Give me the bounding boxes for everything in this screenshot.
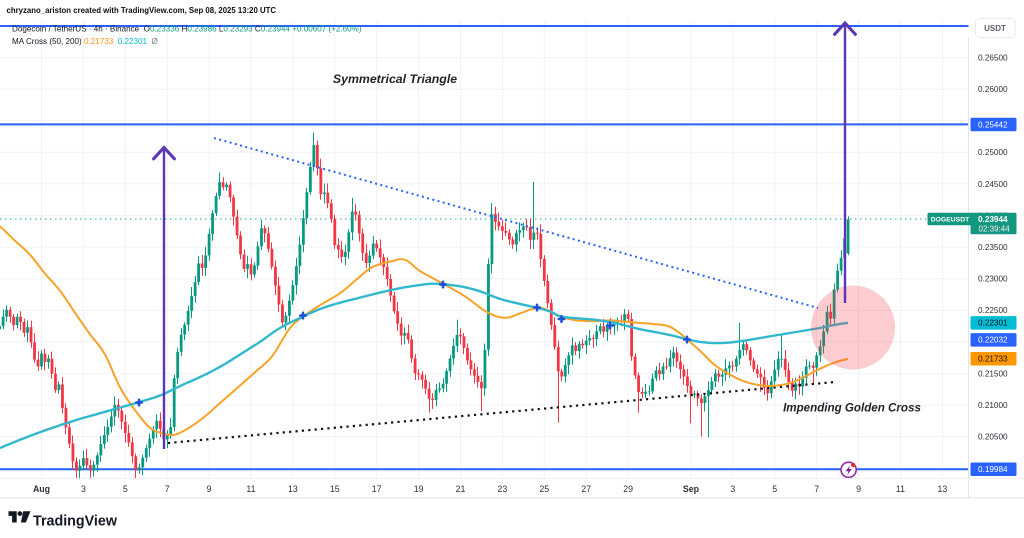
svg-text:0.26000: 0.26000 [978, 85, 1008, 94]
svg-text:Sep: Sep [683, 484, 700, 494]
svg-text:15: 15 [330, 484, 340, 494]
svg-text:7: 7 [165, 484, 170, 494]
svg-text:USDT: USDT [984, 24, 1006, 33]
svg-text:5: 5 [123, 484, 128, 494]
svg-text:0.23000: 0.23000 [978, 275, 1008, 284]
svg-text:11: 11 [246, 484, 255, 494]
svg-text:0.21500: 0.21500 [978, 369, 1008, 378]
svg-text:27: 27 [581, 484, 591, 494]
svg-text:0.19984: 0.19984 [978, 465, 1008, 474]
svg-text:02:39:44: 02:39:44 [979, 224, 1011, 233]
svg-text:0.24500: 0.24500 [978, 180, 1008, 189]
svg-text:0.21733: 0.21733 [978, 355, 1008, 364]
svg-text:29: 29 [623, 484, 633, 494]
svg-text:3: 3 [81, 484, 86, 494]
svg-text:0.25000: 0.25000 [978, 148, 1008, 157]
svg-text:Dogecoin / TetherUS · 4h · Bin: Dogecoin / TetherUS · 4h · Binance O0.23… [12, 25, 362, 34]
svg-text:chryzano_ariston created with: chryzano_ariston created with TradingVie… [7, 6, 277, 15]
svg-text:3: 3 [730, 484, 735, 494]
svg-text:0.26500: 0.26500 [978, 53, 1008, 62]
svg-text:17: 17 [372, 484, 382, 494]
svg-text:Impending Golden Cross: Impending Golden Cross [783, 402, 921, 415]
svg-text:TradingView: TradingView [33, 514, 118, 530]
svg-text:21: 21 [456, 484, 466, 494]
svg-text:Symmetrical Triangle: Symmetrical Triangle [333, 72, 457, 86]
svg-text:0.22301: 0.22301 [978, 319, 1008, 328]
svg-text:9: 9 [856, 484, 861, 494]
svg-text:19: 19 [414, 484, 424, 494]
svg-text:MA Cross (50, 200) 0.21733 0.: MA Cross (50, 200) 0.21733 0.22301 Ø [12, 37, 159, 46]
svg-text:13: 13 [937, 484, 947, 494]
svg-text:0.22500: 0.22500 [978, 306, 1008, 315]
svg-text:25: 25 [539, 484, 549, 494]
svg-text:0.21000: 0.21000 [978, 401, 1008, 410]
svg-text:0.23500: 0.23500 [978, 243, 1008, 252]
svg-text:0.25442: 0.25442 [978, 120, 1008, 129]
svg-text:Aug: Aug [33, 484, 50, 494]
svg-text:11: 11 [896, 484, 905, 494]
svg-text:0.23944: 0.23944 [978, 215, 1008, 224]
svg-text:7: 7 [814, 484, 819, 494]
svg-text:13: 13 [288, 484, 298, 494]
svg-text:23: 23 [498, 484, 508, 494]
svg-text:5: 5 [772, 484, 777, 494]
svg-text:0.20500: 0.20500 [978, 433, 1008, 442]
svg-text:9: 9 [207, 484, 212, 494]
svg-text:0.22032: 0.22032 [978, 336, 1008, 345]
svg-text:DOGEUSDT: DOGEUSDT [931, 217, 970, 224]
